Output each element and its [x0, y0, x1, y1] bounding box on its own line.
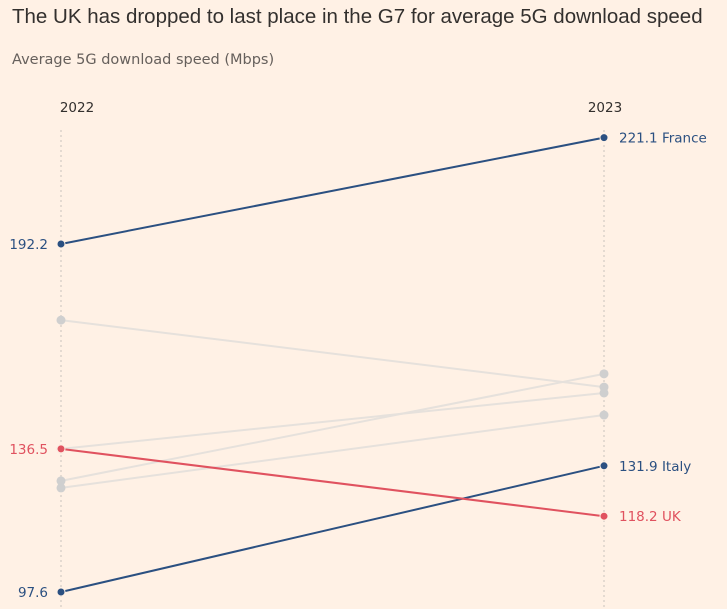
data-point-other-2023 — [599, 388, 609, 398]
data-point-other-2022 — [56, 483, 66, 493]
data-point-uk-2022 — [56, 444, 66, 454]
chart-title: The UK has dropped to last place in the … — [12, 5, 703, 28]
series-line-other — [60, 391, 605, 450]
chart-subtitle: Average 5G download speed (Mbps) — [12, 52, 275, 68]
series-line-other — [60, 372, 605, 482]
data-point-france-2023 — [599, 133, 609, 143]
series-line-france — [60, 136, 605, 245]
series-line-uk — [60, 447, 605, 518]
data-point-other-2022 — [56, 476, 66, 486]
data-point-france-2022 — [56, 239, 66, 249]
series-line-italy — [60, 464, 605, 593]
data-point-italy-2023 — [599, 461, 609, 471]
data-label-uk-2023: 118.2 UK — [619, 509, 682, 525]
series-line-other — [60, 319, 605, 389]
data-label-italy-2023: 131.9 Italy — [619, 459, 691, 475]
data-point-uk-2023 — [599, 511, 609, 521]
data-label-france-2022: 192.2 — [9, 237, 48, 253]
data-label-uk-2022: 136.5 — [9, 442, 48, 458]
data-point-other-2023 — [599, 369, 609, 379]
x-tick-label: 2023 — [588, 100, 622, 116]
data-point-italy-2022 — [56, 587, 66, 597]
data-label-italy-2022: 97.6 — [18, 585, 48, 601]
x-tick-label: 2022 — [60, 100, 94, 116]
data-point-other-2022 — [56, 315, 66, 325]
data-point-other-2023 — [599, 410, 609, 420]
series-line-other — [60, 414, 605, 489]
data-label-france-2023: 221.1 France — [619, 131, 707, 147]
